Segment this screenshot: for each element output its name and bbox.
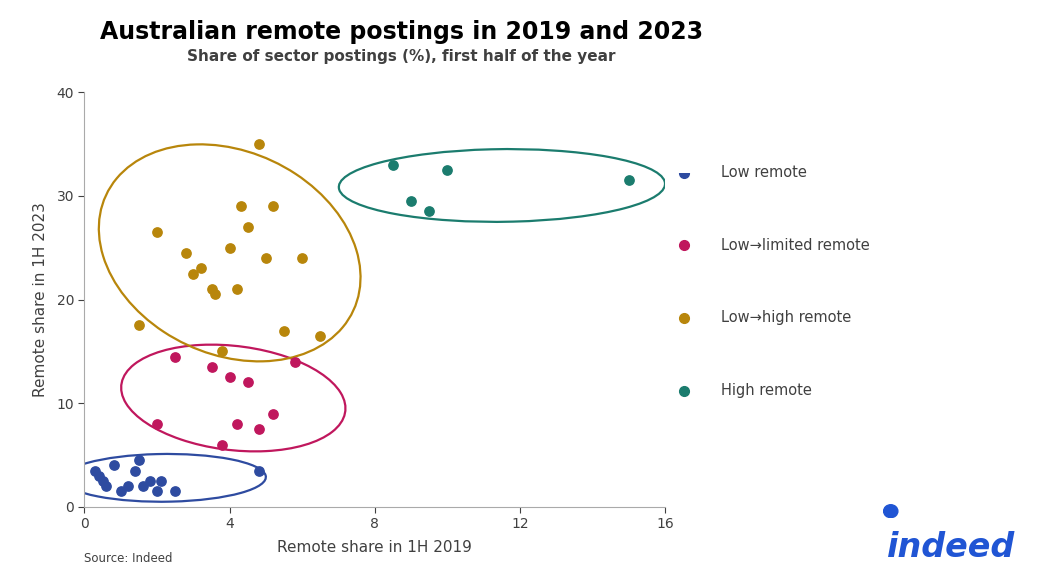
Point xyxy=(250,425,267,434)
Point xyxy=(228,419,245,429)
Point xyxy=(286,357,303,366)
Point xyxy=(91,471,108,480)
Point xyxy=(621,176,638,185)
Point xyxy=(214,440,231,449)
Point xyxy=(240,222,257,232)
Point xyxy=(258,253,275,263)
Point xyxy=(94,476,111,486)
Point xyxy=(312,331,328,340)
Point xyxy=(439,165,456,175)
Text: indeed: indeed xyxy=(887,532,1015,564)
Y-axis label: Remote share in 1H 2023: Remote share in 1H 2023 xyxy=(33,202,49,397)
Point xyxy=(250,466,267,475)
Point xyxy=(228,285,245,294)
Point xyxy=(421,207,438,216)
Point xyxy=(250,139,267,149)
Point xyxy=(149,487,166,496)
Point xyxy=(265,409,282,418)
Point xyxy=(232,202,249,211)
Point xyxy=(185,269,202,278)
Point xyxy=(177,248,194,257)
Point xyxy=(167,487,184,496)
Point xyxy=(192,264,209,273)
Point xyxy=(152,476,169,486)
Point xyxy=(214,347,231,356)
X-axis label: Remote share in 1H 2019: Remote share in 1H 2019 xyxy=(278,540,472,555)
Point xyxy=(402,196,419,206)
Point xyxy=(131,456,148,465)
Point xyxy=(384,160,401,169)
Point xyxy=(87,466,103,475)
Point xyxy=(203,362,220,372)
Point xyxy=(149,419,166,429)
Text: Low→limited remote: Low→limited remote xyxy=(720,238,869,253)
Point xyxy=(203,285,220,294)
Point xyxy=(294,253,310,263)
Point xyxy=(119,482,136,491)
Point xyxy=(149,228,166,237)
Text: High remote: High remote xyxy=(720,383,812,398)
Point xyxy=(98,482,115,491)
Text: Source: Indeed: Source: Indeed xyxy=(84,552,173,564)
Text: Low→high remote: Low→high remote xyxy=(720,310,851,325)
Point xyxy=(265,202,282,211)
Text: Share of sector postings (%), first half of the year: Share of sector postings (%), first half… xyxy=(187,49,616,64)
Point xyxy=(131,321,148,330)
Point xyxy=(222,373,239,382)
Point xyxy=(167,352,184,361)
Text: Low remote: Low remote xyxy=(720,165,807,180)
Point xyxy=(142,476,158,486)
Point xyxy=(222,243,239,252)
Point xyxy=(134,482,151,491)
Point xyxy=(207,290,224,299)
Circle shape xyxy=(884,505,898,518)
Point xyxy=(276,326,293,335)
Point xyxy=(127,466,144,475)
Text: Australian remote postings in 2019 and 2023: Australian remote postings in 2019 and 2… xyxy=(99,20,703,44)
Point xyxy=(112,487,129,496)
Point xyxy=(106,461,122,470)
Point xyxy=(240,378,257,387)
